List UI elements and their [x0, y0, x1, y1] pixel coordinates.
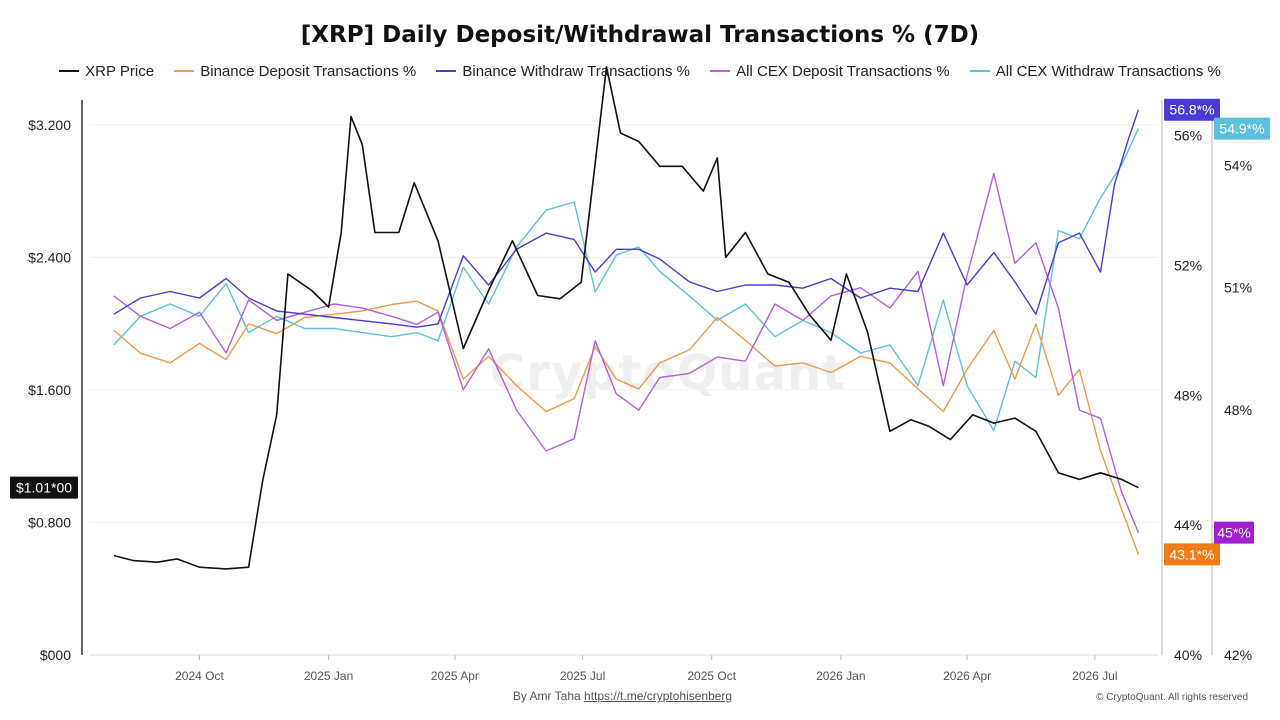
last-value-badge: 56.8*% — [1164, 98, 1220, 121]
y-tick-label-price: $1.600 — [28, 382, 71, 398]
x-tick-label: 2026 Jan — [816, 669, 865, 683]
x-tick-label: 2024 Oct — [175, 669, 224, 683]
badge-bg — [1214, 521, 1254, 544]
badge-label: 45*% — [1217, 525, 1250, 541]
series-line-xrp-price — [113, 66, 1139, 570]
badge-bg — [10, 476, 78, 499]
chart-title: [XRP] Daily Deposit/Withdrawal Transacti… — [300, 22, 980, 48]
badge-label: 56.8*% — [1169, 102, 1214, 118]
y-tick-label-binance: 40% — [1174, 647, 1202, 663]
legend-swatch — [436, 70, 457, 73]
y-tick-label-cex: 42% — [1224, 647, 1252, 663]
footer-credit: By Amr Taha https://t.me/cryptohisenberg — [0, 689, 1245, 703]
x-tick-label: 2025 Jan — [304, 669, 353, 683]
badge-bg — [1164, 98, 1220, 121]
x-tick-label: 2026 Apr — [943, 669, 991, 683]
badge-bg — [1164, 543, 1220, 566]
legend-label: All CEX Deposit Transactions % — [736, 63, 950, 80]
legend-item-xrp-price[interactable]: XRP Price — [59, 63, 154, 80]
last-value-badge: 54.9*% — [1214, 117, 1270, 140]
y-tick-label-price: $0.800 — [28, 514, 71, 530]
last-value-badge: 45*% — [1214, 521, 1254, 544]
badge-label: $1.01*00 — [16, 480, 72, 496]
legend-swatch — [710, 70, 731, 73]
y-tick-label-cex: 51% — [1224, 280, 1252, 296]
x-tick-label: 2025 Oct — [687, 669, 736, 683]
legend-swatch — [174, 70, 195, 73]
y-tick-label-binance: 48% — [1174, 387, 1202, 403]
legend-swatch — [969, 70, 990, 73]
last-value-badge: $1.01*00 — [10, 476, 78, 499]
legend-item-cex-deposit[interactable]: All CEX Deposit Transactions % — [710, 63, 950, 80]
y-tick-label-cex: 48% — [1224, 402, 1252, 418]
legend-label: XRP Price — [85, 63, 155, 80]
y-tick-label-price: $000 — [40, 647, 71, 663]
x-tick-label: 2025 Jul — [560, 669, 605, 683]
legend-swatch — [59, 70, 80, 73]
x-tick-label: 2026 Jul — [1072, 669, 1117, 683]
credit-link[interactable]: https://t.me/cryptohisenberg — [584, 689, 733, 703]
copyright: © CryptoQuant. All rights reserved — [1096, 692, 1248, 703]
series-line-binance-withdraw-transactions- — [113, 109, 1140, 328]
series-line-binance-deposit-transactions- — [113, 300, 1140, 555]
legend-item-cex-withdraw[interactable]: All CEX Withdraw Transactions % — [969, 63, 1221, 80]
legend-label: All CEX Withdraw Transactions % — [995, 63, 1221, 80]
watermark: CryptoQuant — [490, 345, 846, 401]
chart-legend: XRP Price Binance Deposit Transactions %… — [0, 63, 1280, 80]
series-line-all-cex-deposit-transactions- — [113, 172, 1140, 533]
y-tick-label-price: $3.200 — [28, 117, 71, 133]
legend-item-binance-deposit[interactable]: Binance Deposit Transactions % — [174, 63, 416, 80]
y-tick-label-price: $2.400 — [28, 249, 71, 265]
badge-label: 43.1*% — [1169, 546, 1214, 562]
y-tick-label-binance: 44% — [1174, 517, 1202, 533]
series-line-all-cex-withdraw-transactions- — [113, 128, 1140, 432]
y-tick-label-binance: 56% — [1174, 128, 1202, 144]
badge-label: 54.9*% — [1219, 121, 1264, 137]
legend-label: Binance Deposit Transactions % — [200, 63, 417, 80]
last-value-badge: 43.1*% — [1164, 543, 1220, 566]
badge-bg — [1214, 117, 1270, 140]
x-tick-label: 2025 Apr — [431, 669, 479, 683]
legend-item-binance-withdraw[interactable]: Binance Withdraw Transactions % — [436, 63, 690, 80]
legend-label: Binance Withdraw Transactions % — [462, 63, 690, 80]
y-tick-label-binance: 52% — [1174, 258, 1202, 274]
credit-author: By Amr Taha — [512, 689, 581, 703]
y-tick-label-cex: 54% — [1224, 157, 1252, 173]
